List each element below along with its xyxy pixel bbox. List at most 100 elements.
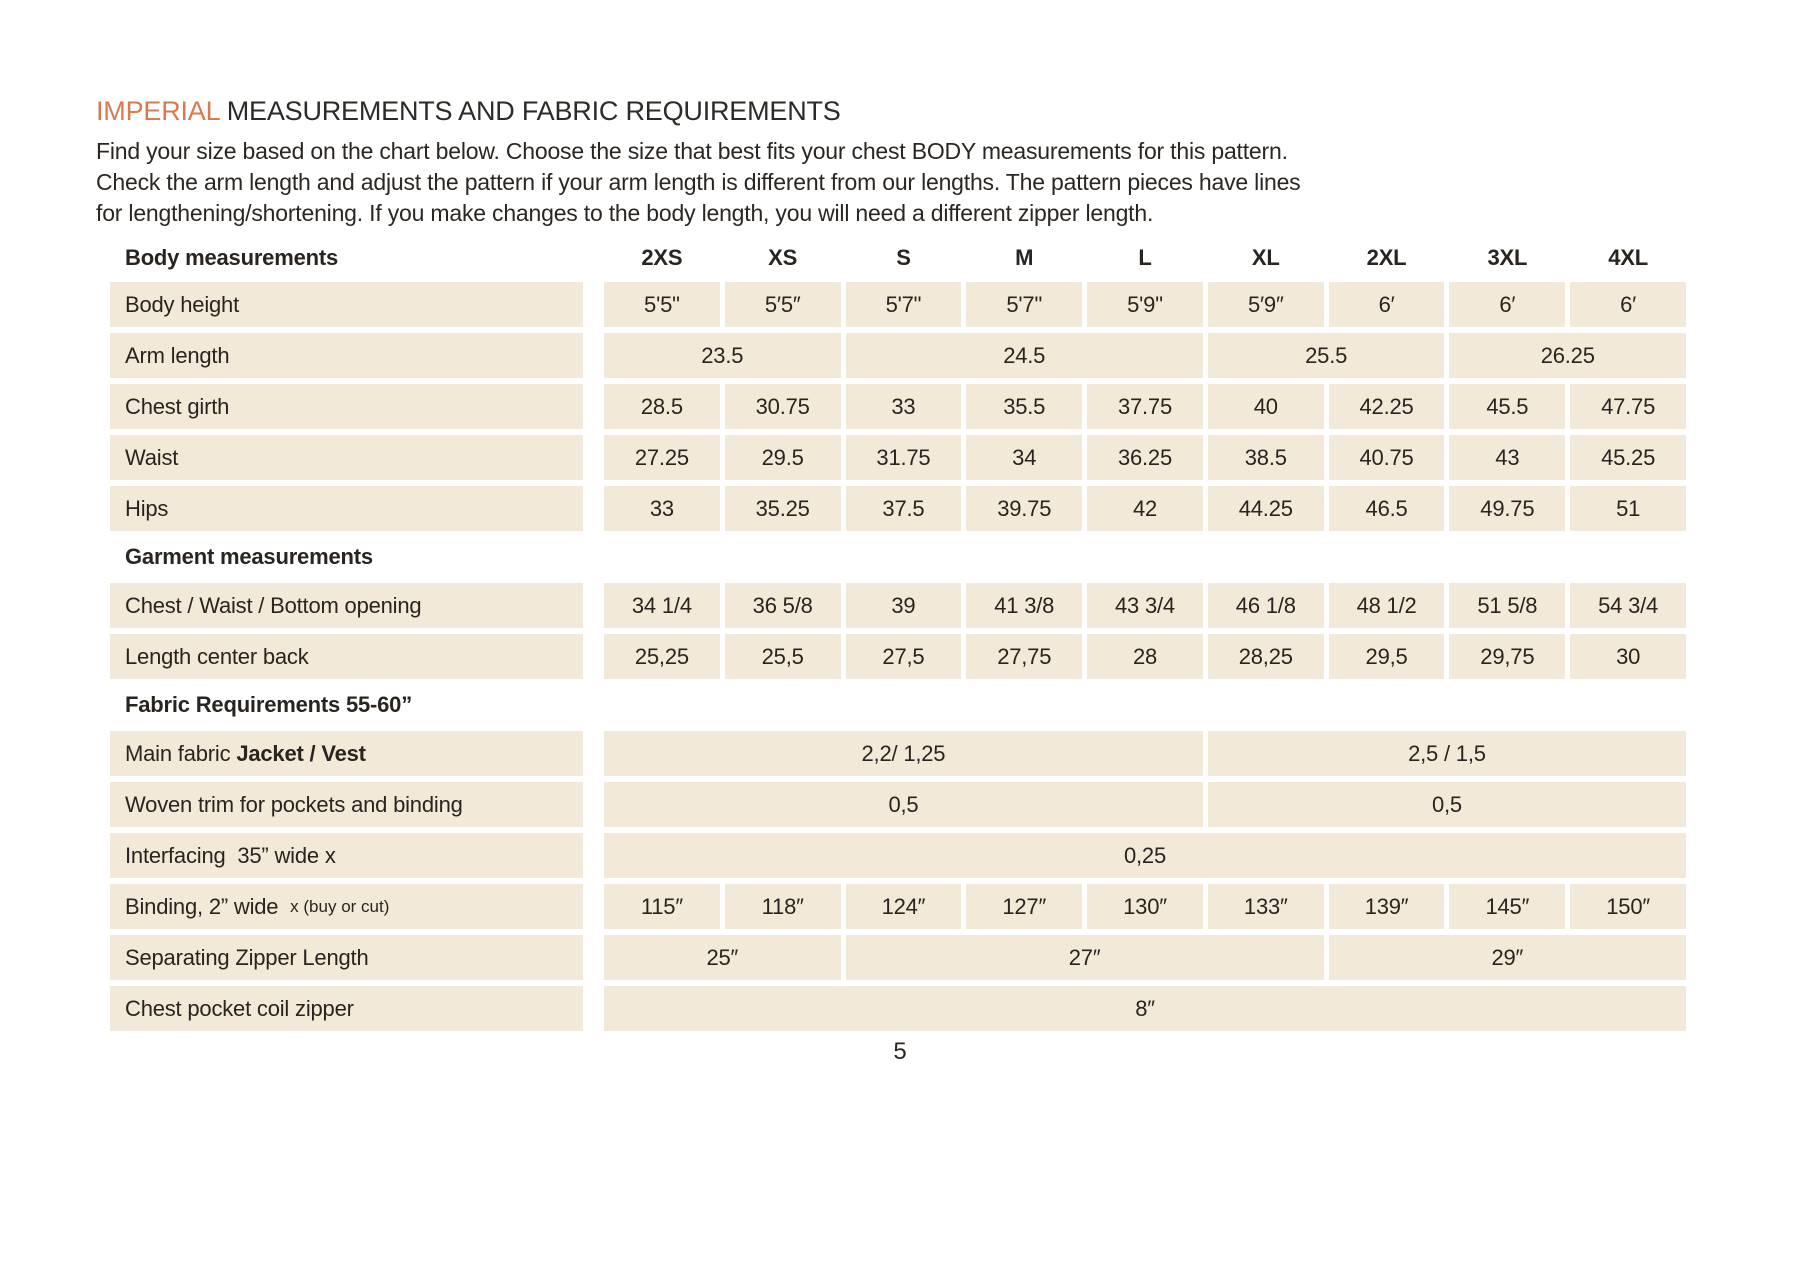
size-column-header: XL xyxy=(1251,245,1280,270)
table-cell: 6′ xyxy=(1449,282,1566,327)
table-cell: 46.5 xyxy=(1328,486,1445,531)
row-cells: 27.25 29.5 31.75 34 36.25 38.5 40.75 43 45.25 xyxy=(604,435,1686,480)
column-header-label: Body measurements xyxy=(125,245,339,270)
row-label: Waist xyxy=(110,435,583,480)
row-label: Arm length xyxy=(110,333,583,378)
table-cell: 36.25 xyxy=(1087,435,1203,480)
row-label: Chest / Waist / Bottom opening xyxy=(110,583,583,628)
row-cells: 0,5 0,5 xyxy=(604,782,1686,827)
row-label-part: Chest girth xyxy=(125,393,230,419)
table-cell: 39 xyxy=(845,583,962,628)
table-cell: 28 xyxy=(1087,634,1203,679)
table-cell: 24.5 xyxy=(845,333,1203,378)
table-row: Main fabric Jacket / Vest 2,2/ 1,25 2,5 / … xyxy=(110,731,1686,776)
table-cell: 33 xyxy=(845,384,962,429)
table-cell: 27,5 xyxy=(845,634,962,679)
table-cell: 6′ xyxy=(1328,282,1445,327)
table-cell: 37.75 xyxy=(1087,384,1203,429)
table-cell: 30.75 xyxy=(724,384,841,429)
table-cell: 49.75 xyxy=(1449,486,1566,531)
table-cell: 130″ xyxy=(1087,884,1203,929)
table-cell: 48 1/2 xyxy=(1328,583,1445,628)
table-cell: 27,75 xyxy=(966,634,1083,679)
size-column-header: S xyxy=(896,245,911,270)
table-cell: 40.75 xyxy=(1328,435,1445,480)
table-cell: 26.25 xyxy=(1449,333,1686,378)
document-page: IMPERIAL MEASUREMENTS AND FABRIC REQUIRE… xyxy=(96,96,1686,1031)
table-row: Arm length 23.5 24.5 25.5 26.25 xyxy=(110,333,1686,378)
measurements-table: Body measurements 2XS XS S M L XL 2XL 3XL 4XL Body… xyxy=(110,244,1686,1031)
table-section-header: Fabric Requirements 55-60” xyxy=(125,692,413,717)
row-label: Body height xyxy=(110,282,583,327)
row-label-part: Jacket / Vest xyxy=(236,740,366,766)
table-row: Separating Zipper Length 25″ 27″ 29″ xyxy=(110,935,1686,980)
table-cell: 36 5/8 xyxy=(724,583,841,628)
row-label: Chest pocket coil zipper xyxy=(110,986,583,1031)
table-cell: 35.5 xyxy=(966,384,1083,429)
page-title-accent: IMPERIAL xyxy=(96,96,220,126)
row-label-part: Hips xyxy=(125,495,169,521)
intro-line: Find your size based on the chart below.… xyxy=(96,138,1288,164)
row-cells: 115″ 118″ 124″ 127″ 130″ 133″ 139″ 145″ 150″ xyxy=(604,884,1686,929)
row-label: Separating Zipper Length xyxy=(110,935,583,980)
table-cell: 51 xyxy=(1570,486,1686,531)
row-label-part: Arm length xyxy=(125,342,230,368)
table-cell: 45.5 xyxy=(1449,384,1566,429)
row-cells: 5'5" 5′5″ 5'7" 5'7" 5'9" 5′9″ 6′ 6′ 6′ xyxy=(604,282,1686,327)
row-cells: 25″ 27″ 29″ xyxy=(604,935,1686,980)
table-row: Length center back 25,25 25,5 27,5 27,75 28 28… xyxy=(110,634,1686,679)
table-row: Hips 33 35.25 37.5 39.75 42 44.25 46.5 49.75 51 xyxy=(110,486,1686,531)
table-cell: 29,5 xyxy=(1328,634,1445,679)
table-row: Binding, 2” wide x (buy or cut) 115″ 118″ 1… xyxy=(110,884,1686,929)
table-cell: 42 xyxy=(1087,486,1203,531)
table-cell: 23.5 xyxy=(604,333,841,378)
row-label: Chest girth xyxy=(110,384,583,429)
row-label: Interfacing 35” wide x xyxy=(110,833,583,878)
table-cell: 2,2/ 1,25 xyxy=(604,731,1203,776)
row-cells: 33 35.25 37.5 39.75 42 44.25 46.5 49.75 51 xyxy=(604,486,1686,531)
table-row: Interfacing 35” wide x 0,25 xyxy=(110,833,1686,878)
table-cell: 133″ xyxy=(1207,884,1324,929)
page-number: 5 xyxy=(893,1038,907,1065)
table-cell: 0,25 xyxy=(604,833,1686,878)
row-label: Binding, 2” wide x (buy or cut) xyxy=(110,884,583,929)
row-cells: 8″ xyxy=(604,986,1686,1031)
row-cells: 0,25 xyxy=(604,833,1686,878)
table-cell: 29,75 xyxy=(1449,634,1566,679)
table-cell: 139″ xyxy=(1328,884,1445,929)
table-cell: 127″ xyxy=(966,884,1083,929)
table-cell: 5′5″ xyxy=(724,282,841,327)
row-cells: 2,2/ 1,25 2,5 / 1,5 xyxy=(604,731,1686,776)
table-cell: 5′9″ xyxy=(1207,282,1324,327)
table-cell: 5'7" xyxy=(845,282,962,327)
table-row: Chest pocket coil zipper 8″ xyxy=(110,986,1686,1031)
row-cells: 34 1/4 36 5/8 39 41 3/8 43 3/4 46 1/8 48 1/2 51… xyxy=(604,583,1686,628)
row-cells: 28.5 30.75 33 35.5 37.75 40 42.25 45.5 47.75 xyxy=(604,384,1686,429)
table-cell: 25.5 xyxy=(1207,333,1445,378)
table-cell: 25,25 xyxy=(604,634,720,679)
row-cells: 23.5 24.5 25.5 26.25 xyxy=(604,333,1686,378)
table-cell: 25,5 xyxy=(724,634,841,679)
table-cell: 150″ xyxy=(1570,884,1686,929)
table-row: Woven trim for pockets and binding 0,5 0,5 xyxy=(110,782,1686,827)
table-cell: 44.25 xyxy=(1207,486,1324,531)
table-cell: 39.75 xyxy=(966,486,1083,531)
table-cell: 46 1/8 xyxy=(1207,583,1324,628)
table-cell: 54 3/4 xyxy=(1570,583,1686,628)
row-label: Length center back xyxy=(110,634,583,679)
table-cell: 8″ xyxy=(604,986,1686,1031)
table-cell: 43 xyxy=(1449,435,1566,480)
table-cell: 6′ xyxy=(1570,282,1686,327)
size-column-header: 3XL xyxy=(1487,245,1528,270)
table-cell: 5'7" xyxy=(966,282,1083,327)
table-cell: 5'5" xyxy=(604,282,720,327)
table-cell: 28.5 xyxy=(604,384,720,429)
table-section-header: Garment measurements xyxy=(125,544,373,569)
table-cell: 34 1/4 xyxy=(604,583,720,628)
table-cell: 43 3/4 xyxy=(1087,583,1203,628)
table-row: Body height 5'5" 5′5″ 5'7" 5'7" 5'9" 5′9″ 6′ 6′ 6… xyxy=(110,282,1686,327)
size-column-header: 4XL xyxy=(1608,245,1648,270)
table-cell: 42.25 xyxy=(1328,384,1445,429)
table-cell: 47.75 xyxy=(1570,384,1686,429)
table-cell: 27.25 xyxy=(604,435,720,480)
